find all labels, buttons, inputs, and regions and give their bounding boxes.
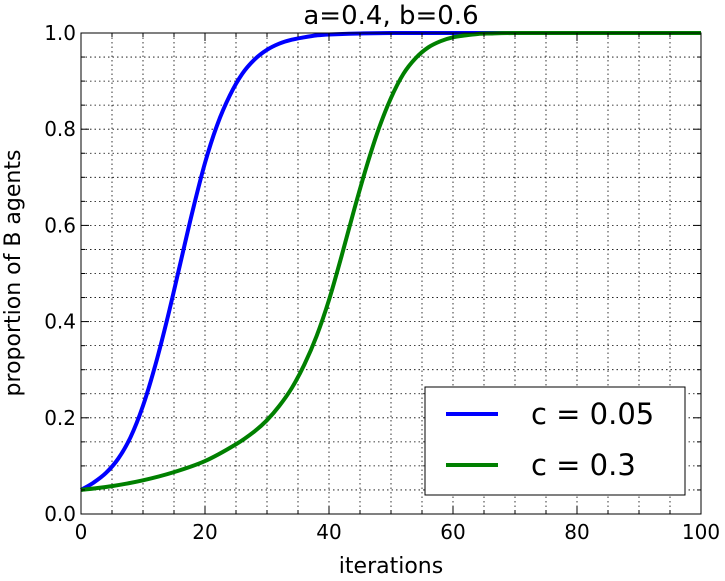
tick-marks <box>80 32 702 515</box>
x-tick-labels: 0 20 40 60 80 100 <box>75 520 720 544</box>
y-tick-label: 0.2 <box>44 406 76 430</box>
y-tick-label: 0.6 <box>44 213 76 237</box>
x-axis-title: iterations <box>339 554 443 579</box>
x-tick-label: 0 <box>75 520 88 544</box>
x-tick-label: 60 <box>440 520 465 544</box>
x-tick-label: 80 <box>564 520 589 544</box>
x-tick-label: 20 <box>192 520 217 544</box>
legend-label-c-0-3: c = 0.3 <box>531 448 636 482</box>
y-axis-title: proportion of B agents <box>1 150 26 397</box>
y-tick-label: 0.0 <box>44 502 76 526</box>
legend: c = 0.05 c = 0.3 <box>424 386 686 496</box>
legend-frame <box>424 386 686 496</box>
y-tick-labels: 0.0 0.2 0.4 0.6 0.8 1.0 <box>44 21 76 526</box>
chart-title: a=0.4, b=0.6 <box>303 1 478 31</box>
legend-label-c-0-05: c = 0.05 <box>531 397 654 431</box>
y-tick-label: 0.4 <box>44 310 76 334</box>
plot-area <box>79 30 702 515</box>
y-tick-label: 0.8 <box>44 117 76 141</box>
x-tick-label: 100 <box>682 520 720 544</box>
x-tick-label: 40 <box>316 520 341 544</box>
series-line-c-0-3 <box>80 30 701 492</box>
y-tick-label: 1.0 <box>44 21 76 45</box>
